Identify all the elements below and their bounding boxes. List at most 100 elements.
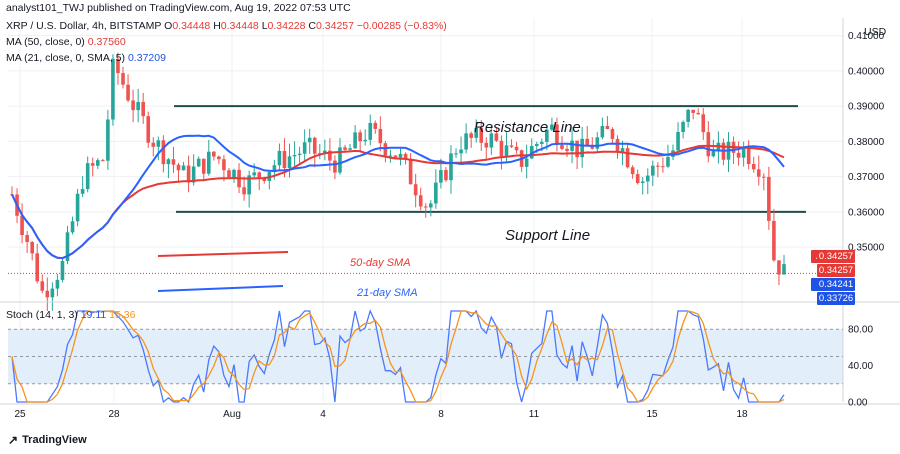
stoch-tick-label: 0.00 bbox=[848, 398, 868, 409]
candle-body bbox=[403, 153, 408, 159]
candle-body bbox=[509, 145, 514, 147]
candle-body bbox=[449, 153, 453, 181]
candle-body bbox=[550, 124, 554, 130]
candle-body bbox=[686, 109, 690, 122]
y-tick-label: 0.40000 bbox=[848, 66, 885, 77]
candle-body bbox=[40, 281, 45, 291]
candle-body bbox=[696, 112, 701, 115]
x-tick-label: 11 bbox=[529, 409, 540, 420]
stoch-tick-label: 80.00 bbox=[848, 325, 873, 336]
candle-body bbox=[111, 58, 115, 120]
candle-body bbox=[751, 164, 756, 170]
candle-body bbox=[378, 128, 383, 144]
candle-body bbox=[373, 122, 378, 129]
candle-body bbox=[151, 142, 156, 147]
sma50-marker bbox=[157, 251, 289, 257]
candle-body bbox=[257, 172, 262, 178]
candle-body bbox=[691, 109, 695, 113]
stoch-legend: Stoch (14, 1, 3) 19.11 15.36 bbox=[6, 309, 136, 321]
candle-body bbox=[625, 148, 630, 168]
symbol-line: XRP / U.S. Dollar, 4h, BITSTAMP O0.34448… bbox=[6, 20, 447, 32]
candle-body bbox=[620, 148, 625, 152]
candle-body bbox=[65, 232, 70, 261]
candle-body bbox=[146, 116, 151, 143]
candle-body bbox=[95, 160, 100, 166]
candle-body bbox=[196, 158, 201, 167]
candle-body bbox=[35, 253, 40, 282]
candle-body bbox=[323, 150, 327, 154]
currency-label: USD bbox=[864, 26, 887, 38]
x-tick-label: 4 bbox=[320, 409, 326, 420]
candle-body bbox=[514, 146, 519, 151]
x-tick-label: 15 bbox=[646, 409, 658, 420]
candle-body bbox=[121, 73, 125, 85]
candle-body bbox=[428, 203, 433, 208]
candle-body bbox=[676, 132, 680, 151]
candle-body bbox=[156, 140, 161, 147]
candle-body bbox=[388, 155, 393, 157]
candle-body bbox=[464, 133, 468, 150]
candle-body bbox=[762, 176, 766, 178]
candle-body bbox=[282, 150, 287, 169]
y-tick-label: 0.41000 bbox=[848, 31, 885, 42]
candle-body bbox=[782, 264, 786, 275]
candle-body bbox=[75, 193, 80, 222]
stoch-tick-label: 40.00 bbox=[848, 361, 873, 372]
candle-body bbox=[227, 170, 231, 178]
axes: 0.41000 0.40000 0.39000 0.38000 0.37000 0.360… bbox=[0, 18, 900, 420]
candle-body bbox=[499, 140, 504, 157]
candle-body bbox=[524, 158, 529, 167]
candle-body bbox=[741, 146, 746, 158]
support-label: Support Line bbox=[505, 227, 590, 244]
candle-body bbox=[353, 132, 357, 149]
candle-body bbox=[101, 160, 105, 162]
candle-body bbox=[287, 156, 292, 169]
candle-body bbox=[736, 152, 741, 158]
candle-body bbox=[565, 148, 569, 151]
candle-body bbox=[666, 156, 670, 167]
annotations: Resistance Line Support Line 50-day SMA 21-… bbox=[157, 119, 590, 299]
last-price: 0.34257 bbox=[817, 264, 855, 277]
stoch-lines bbox=[11, 309, 785, 404]
candle-body bbox=[711, 150, 716, 157]
candle-body bbox=[116, 58, 120, 74]
ohlc-values: O0.34448 H0.34448 L0.34228 C0.34257 −0.0… bbox=[164, 20, 447, 32]
candle-body bbox=[605, 125, 610, 130]
candle-body bbox=[307, 137, 312, 143]
candle-body bbox=[232, 169, 236, 178]
candle-body bbox=[595, 137, 600, 149]
candle-body bbox=[25, 234, 29, 242]
candle-body bbox=[161, 140, 166, 165]
bid-price: 0.34241 bbox=[817, 278, 855, 291]
y-tick-label: 0.35000 bbox=[848, 243, 885, 254]
candle-body bbox=[126, 84, 130, 101]
footer-brand[interactable]: ↗ TradingView bbox=[8, 433, 87, 447]
candle-body bbox=[247, 175, 251, 195]
stoch-d-line bbox=[11, 310, 785, 403]
candle-body bbox=[615, 138, 620, 152]
candle-body bbox=[434, 182, 438, 204]
candle-body bbox=[439, 170, 443, 183]
candle-body bbox=[393, 155, 398, 158]
candle-body bbox=[166, 159, 171, 165]
candle-body bbox=[484, 142, 489, 148]
candle-body bbox=[262, 177, 267, 182]
x-tick-label: 28 bbox=[108, 409, 120, 420]
candle-body bbox=[368, 122, 373, 140]
candle-body bbox=[534, 143, 539, 147]
candle-body bbox=[85, 163, 90, 190]
y-tick-label: 0.36000 bbox=[848, 207, 885, 218]
candle-body bbox=[651, 165, 655, 176]
ma50-legend: MA (50, close, 0) 0.37560 bbox=[6, 36, 126, 48]
candle-body bbox=[186, 165, 191, 183]
candle-body bbox=[252, 172, 256, 176]
publisher-line: analyst101_TWJ published on TradingView.… bbox=[6, 2, 351, 14]
y-tick-label: 0.37000 bbox=[848, 172, 885, 183]
candle-body bbox=[348, 148, 352, 150]
candle-body bbox=[545, 129, 549, 142]
candle-body bbox=[70, 221, 75, 233]
candle-body bbox=[661, 166, 665, 168]
candle-body bbox=[772, 220, 776, 261]
candle-body bbox=[272, 165, 277, 173]
